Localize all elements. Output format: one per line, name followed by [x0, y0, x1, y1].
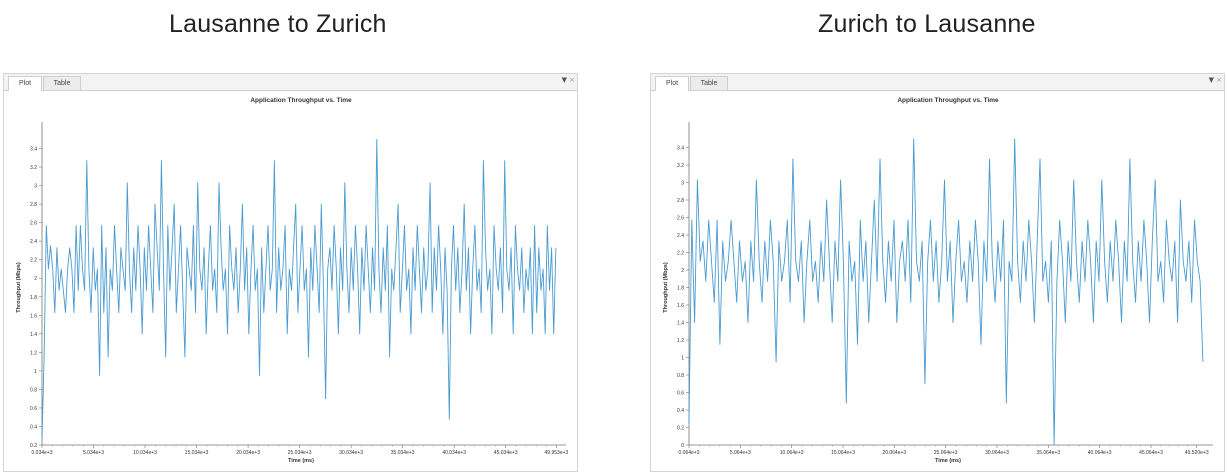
x-tick-label: 10.034e+3 [133, 450, 157, 456]
y-tick-label: 2 [34, 276, 37, 282]
x-tick-label: 10.064e+3 [780, 450, 804, 456]
y-tick-label: 0.4 [30, 424, 37, 430]
y-tick-label: 0.6 [30, 406, 37, 412]
y-tick-label: 1.2 [30, 350, 37, 356]
y-tick-label: 0.4 [677, 408, 684, 414]
y-tick-label: 1 [34, 369, 37, 375]
y-tick-label: 3.4 [30, 147, 37, 153]
x-tick-label: 0.064e+3 [679, 450, 700, 456]
throughput-series-line [688, 138, 1204, 446]
line-chart: Application Throughput vs. Time 0 0.2 0.4 0.… [663, 97, 1213, 464]
x-tick-label: 25.064e+3 [934, 450, 958, 456]
y-tick-label: 3 [34, 184, 37, 190]
y-tick-label: 2.8 [30, 202, 37, 208]
y-tick-label: 3.2 [677, 163, 684, 169]
x-tick-label: 35.064e+3 [1036, 450, 1060, 456]
y-tick-label: 2.2 [677, 251, 684, 257]
x-tick-label: 49.520e+3 [1185, 450, 1209, 456]
y-tick-label: 0.8 [677, 373, 684, 379]
close-icon[interactable]: × [569, 76, 575, 84]
x-tick-label: 30.034e+3 [339, 450, 363, 456]
chart-title: Application Throughput vs. Time [897, 97, 999, 104]
y-tick-label: 2.6 [30, 221, 37, 227]
y-tick-label: 0.2 [30, 443, 37, 449]
y-tick-label: 3.2 [30, 165, 37, 171]
x-tick-label: 5.064e+3 [730, 450, 751, 456]
y-tick-label: 0.2 [677, 426, 684, 432]
dropdown-triangle-icon[interactable]: ▼ [1208, 76, 1214, 84]
x-tick-label: 40.064e+3 [1088, 450, 1112, 456]
y-tick-label: 2 [681, 268, 684, 274]
y-tick-label: 2.4 [677, 233, 684, 239]
x-tick-label: 35.034e+3 [391, 450, 415, 456]
y-tick-label: 0.8 [30, 387, 37, 393]
y-tick-label: 1.4 [677, 321, 684, 327]
close-icon[interactable]: × [1216, 76, 1222, 84]
x-tick-label: 30.064e+3 [985, 450, 1009, 456]
right-heading: Zurich to Lausanne [818, 10, 1036, 38]
x-tick-label: 45.064e+3 [1139, 450, 1163, 456]
y-tick-label: 3.4 [677, 146, 684, 152]
y-tick-label: 2.2 [30, 258, 37, 264]
y-axis-label: Throughput (Mbps) [16, 262, 22, 313]
tab-table[interactable]: Table [43, 76, 81, 90]
x-axis-label: Time (ms) [935, 458, 961, 464]
x-tick-label: 40.034e+3 [442, 450, 466, 456]
x-tick-label: 20.064e+3 [882, 450, 906, 456]
chart-panel-right: Plot Table ▼ × Application Throughput vs… [650, 73, 1225, 472]
tab-plot[interactable]: Plot [655, 76, 689, 91]
x-tick-label: 5.034e+3 [83, 450, 104, 456]
left-heading: Lausanne to Zurich [169, 10, 387, 38]
throughput-series-line [41, 138, 557, 441]
x-tick-label: 0.034e+3 [32, 450, 53, 456]
y-tick-label: 2.8 [677, 198, 684, 204]
y-tick-label: 2.4 [30, 239, 37, 245]
x-tick-label: 20.034e+3 [236, 450, 260, 456]
chart-panel-left: Plot Table ▼ × Application Throughput vs… [3, 73, 578, 472]
tab-bar: Plot Table ▼ × [651, 74, 1224, 91]
y-tick-label: 0.6 [677, 391, 684, 397]
y-tick-label: 1.6 [30, 313, 37, 319]
dropdown-triangle-icon[interactable]: ▼ [561, 76, 567, 84]
x-tick-label: 15.064e+3 [831, 450, 855, 456]
y-tick-label: 3 [681, 181, 684, 187]
tab-plot[interactable]: Plot [8, 76, 42, 91]
y-tick-label: 1.6 [677, 303, 684, 309]
y-tick-label: 0 [681, 443, 684, 449]
tab-table[interactable]: Table [690, 76, 728, 90]
y-tick-label: 1.8 [677, 286, 684, 292]
x-tick-label: 49.953e+3 [545, 450, 569, 456]
x-axis-label: Time (ms) [288, 458, 314, 464]
x-tick-label: 15.034e+3 [185, 450, 209, 456]
x-tick-label: 25.034e+3 [288, 450, 312, 456]
x-tick-label: 45.034e+3 [494, 450, 518, 456]
y-axis-label: Throughput (Mbps) [663, 262, 669, 313]
line-chart: Application Throughput vs. Time 0.2 0.4 0.6… [16, 97, 569, 464]
y-tick-label: 2.6 [677, 216, 684, 222]
y-tick-label: 1 [681, 356, 684, 362]
chart-title: Application Throughput vs. Time [250, 97, 352, 104]
y-tick-label: 1.8 [30, 295, 37, 301]
tab-bar: Plot Table ▼ × [4, 74, 577, 91]
y-tick-label: 1.2 [677, 338, 684, 344]
y-tick-label: 1.4 [30, 332, 37, 338]
